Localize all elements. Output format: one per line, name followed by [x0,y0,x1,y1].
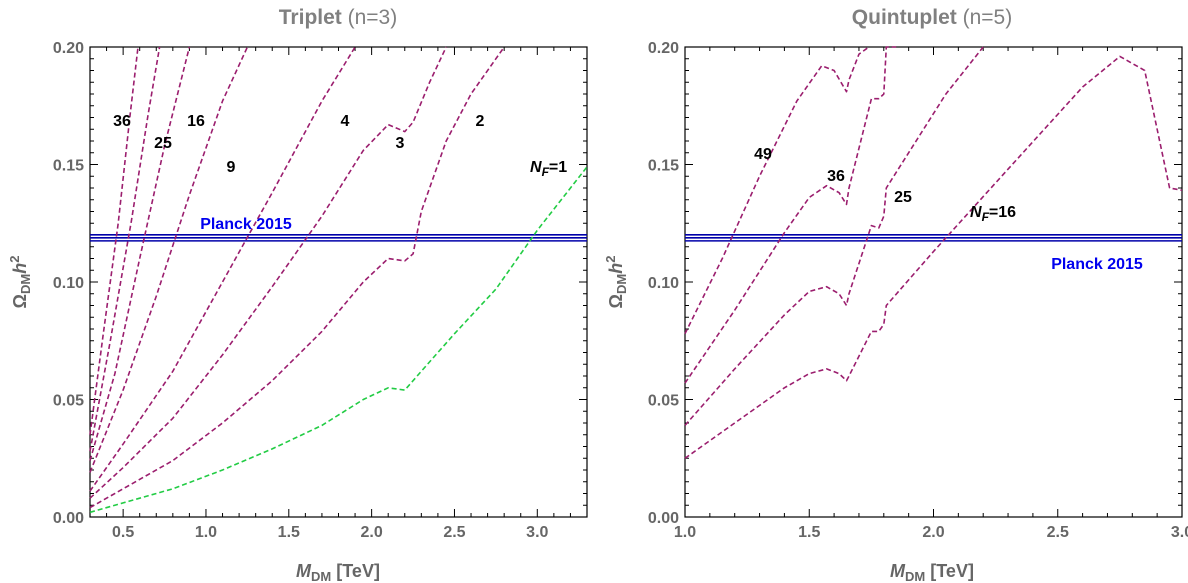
x-tick-label: 3.0 [526,524,548,541]
quintuplet-planck-label: Planck 2015 [1051,256,1143,273]
quintuplet-title: Quintuplet (n=5) [852,6,1012,29]
curve-label-25-quint: 25 [894,189,912,206]
curve-9 [89,46,249,473]
y-tick-label: 0.00 [648,510,679,527]
curve-4 [89,46,356,492]
curve-label-nf16: NF=16 [970,204,1016,224]
x-tick-label: 2.0 [922,524,944,541]
curve-label-nf1: NF=1 [530,159,567,179]
x-tick-label: 2.5 [1047,524,1069,541]
curve-label-9: 9 [227,159,236,176]
curve-label-2: 2 [476,113,485,130]
curve-label-25: 25 [154,135,172,152]
curve-nf16 [684,55,1183,459]
y-tick-label: 0.10 [648,275,679,292]
x-tick-label: 2.0 [361,524,383,541]
y-tick-label: 0.10 [53,275,84,292]
curve-49 [684,46,870,335]
curve-3 [89,46,447,499]
x-tick-label: 1.0 [195,524,217,541]
quintuplet-plot-frame [684,46,1183,518]
quintuplet-panel: Quintuplet (n=5) 1.0 1.5 2.0 2.5 3.0 0.00 0.05… [603,6,1188,583]
curve-25 [684,46,984,426]
quintuplet-ticks: 1.0 1.5 2.0 2.5 3.0 0.00 0.05 0.10 0.15 0.20 [648,40,1188,541]
y-tick-label: 0.20 [648,40,679,57]
quintuplet-y-axis-label: ΩDMh2 [603,256,629,309]
y-tick-label: 0.05 [53,393,84,410]
triplet-title: Triplet (n=3) [279,6,397,29]
triplet-curves [89,46,588,514]
triplet-x-axis-label: MDM [TeV] [296,561,380,583]
curve-25 [89,46,161,452]
curve-nf1 [89,166,588,514]
curve-2 [89,46,505,509]
curve-16 [89,46,191,461]
y-tick-label: 0.05 [648,393,679,410]
x-tick-label: 1.5 [278,524,300,541]
y-tick-label: 0.15 [53,158,84,175]
x-tick-label: 3.0 [1171,524,1188,541]
quintuplet-planck-band [685,233,1182,242]
curve-label-36: 36 [113,113,131,130]
triplet-planck-label: Planck 2015 [200,216,292,233]
triplet-ticks: 0.5 1.0 1.5 2.0 2.5 3.0 0.00 0.05 0.10 0.15 0.20 [53,40,588,541]
x-tick-label: 1.0 [674,524,696,541]
curve-36 [89,46,139,435]
triplet-planck-band [90,233,587,242]
x-tick-label: 0.5 [112,524,134,541]
y-tick-label: 0.15 [648,158,679,175]
y-tick-label: 0.20 [53,40,84,57]
curve-label-36-quint: 36 [827,168,845,185]
x-tick-label: 2.5 [443,524,465,541]
quintuplet-curves [684,46,1183,459]
y-tick-label: 0.00 [53,510,84,527]
quintuplet-x-axis-label: MDM [TeV] [890,561,974,583]
triplet-plot-frame [89,46,588,518]
curve-label-49: 49 [754,146,772,163]
curve-36 [684,46,897,384]
curve-label-4: 4 [341,113,350,130]
x-tick-label: 1.5 [798,524,820,541]
triplet-y-axis-label: ΩDMh2 [7,256,33,309]
curve-label-3: 3 [396,135,405,152]
triplet-panel: Triplet (n=3) 0.5 1.0 1.5 2.0 2.5 3.0 0.00 0.05… [7,6,588,583]
curve-label-16: 16 [187,113,205,130]
